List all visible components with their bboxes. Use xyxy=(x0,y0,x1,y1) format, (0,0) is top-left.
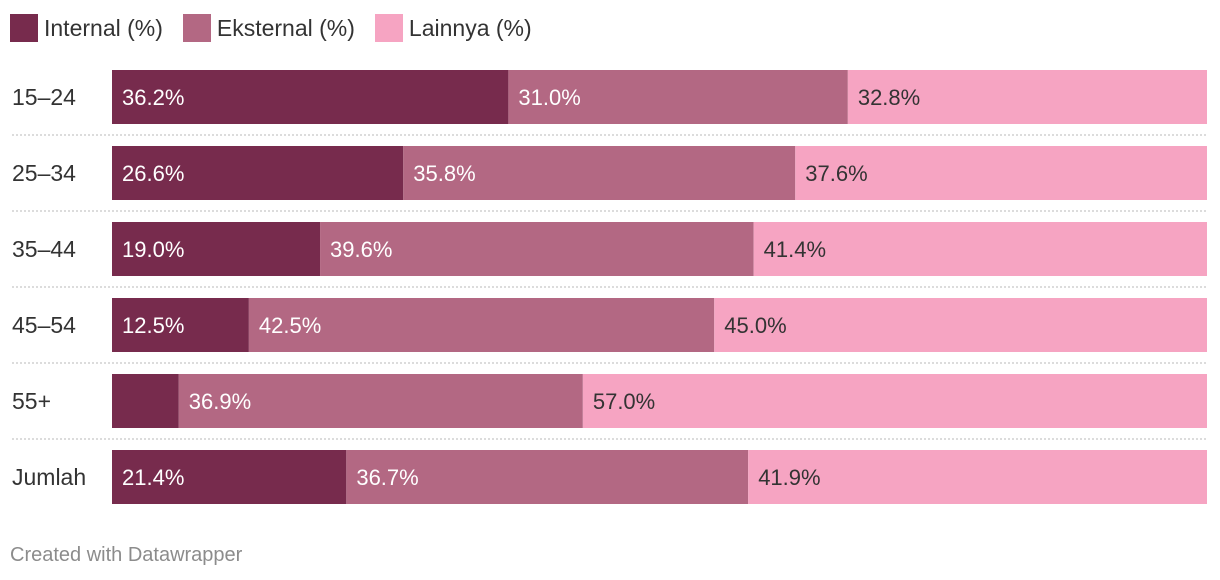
data-label: 41.9% xyxy=(758,465,820,490)
data-label: 45.0% xyxy=(724,313,786,338)
legend-swatch-lainnya xyxy=(374,14,403,42)
footer-credit: Created with Datawrapper xyxy=(10,544,243,566)
legend-label-eksternal: Eksternal (%) xyxy=(216,14,355,41)
bar-segment-eksternal xyxy=(178,374,583,428)
bar-segment-lainnya xyxy=(847,70,1207,124)
legend-item-lainnya: Lainnya (%) xyxy=(374,14,532,42)
data-label: 35.8% xyxy=(413,161,475,186)
bar-segment-internal xyxy=(112,298,249,352)
row-label: Jumlah xyxy=(12,464,86,490)
bar-segment-lainnya xyxy=(714,298,1207,352)
legend-item-internal: Internal (%) xyxy=(10,14,163,42)
row-label: 35–44 xyxy=(12,236,76,262)
data-label: 36.2% xyxy=(122,85,184,110)
bar-segment-internal xyxy=(112,450,347,504)
data-label: 19.0% xyxy=(122,237,184,262)
stacked-bar-chart: 15–24 36.2% 31.0% 32.8% 25–34 26.6% 35.8% 37.6%… xyxy=(12,70,1207,504)
bar-segment-lainnya xyxy=(753,222,1207,276)
data-label: 26.6% xyxy=(122,161,184,186)
bar-segment-lainnya xyxy=(582,374,1207,428)
bar-segment-internal xyxy=(112,374,179,428)
bar-segment-eksternal xyxy=(248,298,715,352)
row-label: 25–34 xyxy=(12,160,76,186)
data-label: 39.6% xyxy=(330,237,392,262)
bar-segment-eksternal xyxy=(320,222,754,276)
row-label: 45–54 xyxy=(12,312,76,338)
bar-segment-lainnya xyxy=(795,146,1207,200)
bar-segment-internal xyxy=(112,70,509,124)
data-label: 41.4% xyxy=(764,237,826,262)
data-label: 42.5% xyxy=(259,313,321,338)
bar-segment-internal xyxy=(112,222,321,276)
legend-swatch-internal xyxy=(10,14,38,42)
data-label: 21.4% xyxy=(122,465,184,490)
data-label: 36.9% xyxy=(189,389,251,414)
legend-label-internal: Internal (%) xyxy=(44,14,163,41)
bar-segment-lainnya xyxy=(748,450,1207,504)
data-label: 12.5% xyxy=(122,313,184,338)
bar-segment-eksternal xyxy=(403,146,796,200)
bar-segment-eksternal xyxy=(346,450,749,504)
data-label: 32.8% xyxy=(858,85,920,110)
legend-swatch-eksternal xyxy=(182,14,211,42)
chart-legend: Internal (%) Eksternal (%) Lainnya (%) xyxy=(10,12,552,44)
row-label: 55+ xyxy=(12,388,51,414)
legend-item-eksternal: Eksternal (%) xyxy=(182,14,355,42)
data-label: 36.7% xyxy=(356,465,418,490)
data-label: 31.0% xyxy=(518,85,580,110)
row-label: 15–24 xyxy=(12,84,76,110)
bar-segment-internal xyxy=(112,146,404,200)
legend-label-lainnya: Lainnya (%) xyxy=(408,14,532,41)
bar-segment-eksternal xyxy=(508,70,848,124)
data-label: 37.6% xyxy=(805,161,867,186)
data-label: 57.0% xyxy=(593,389,655,414)
